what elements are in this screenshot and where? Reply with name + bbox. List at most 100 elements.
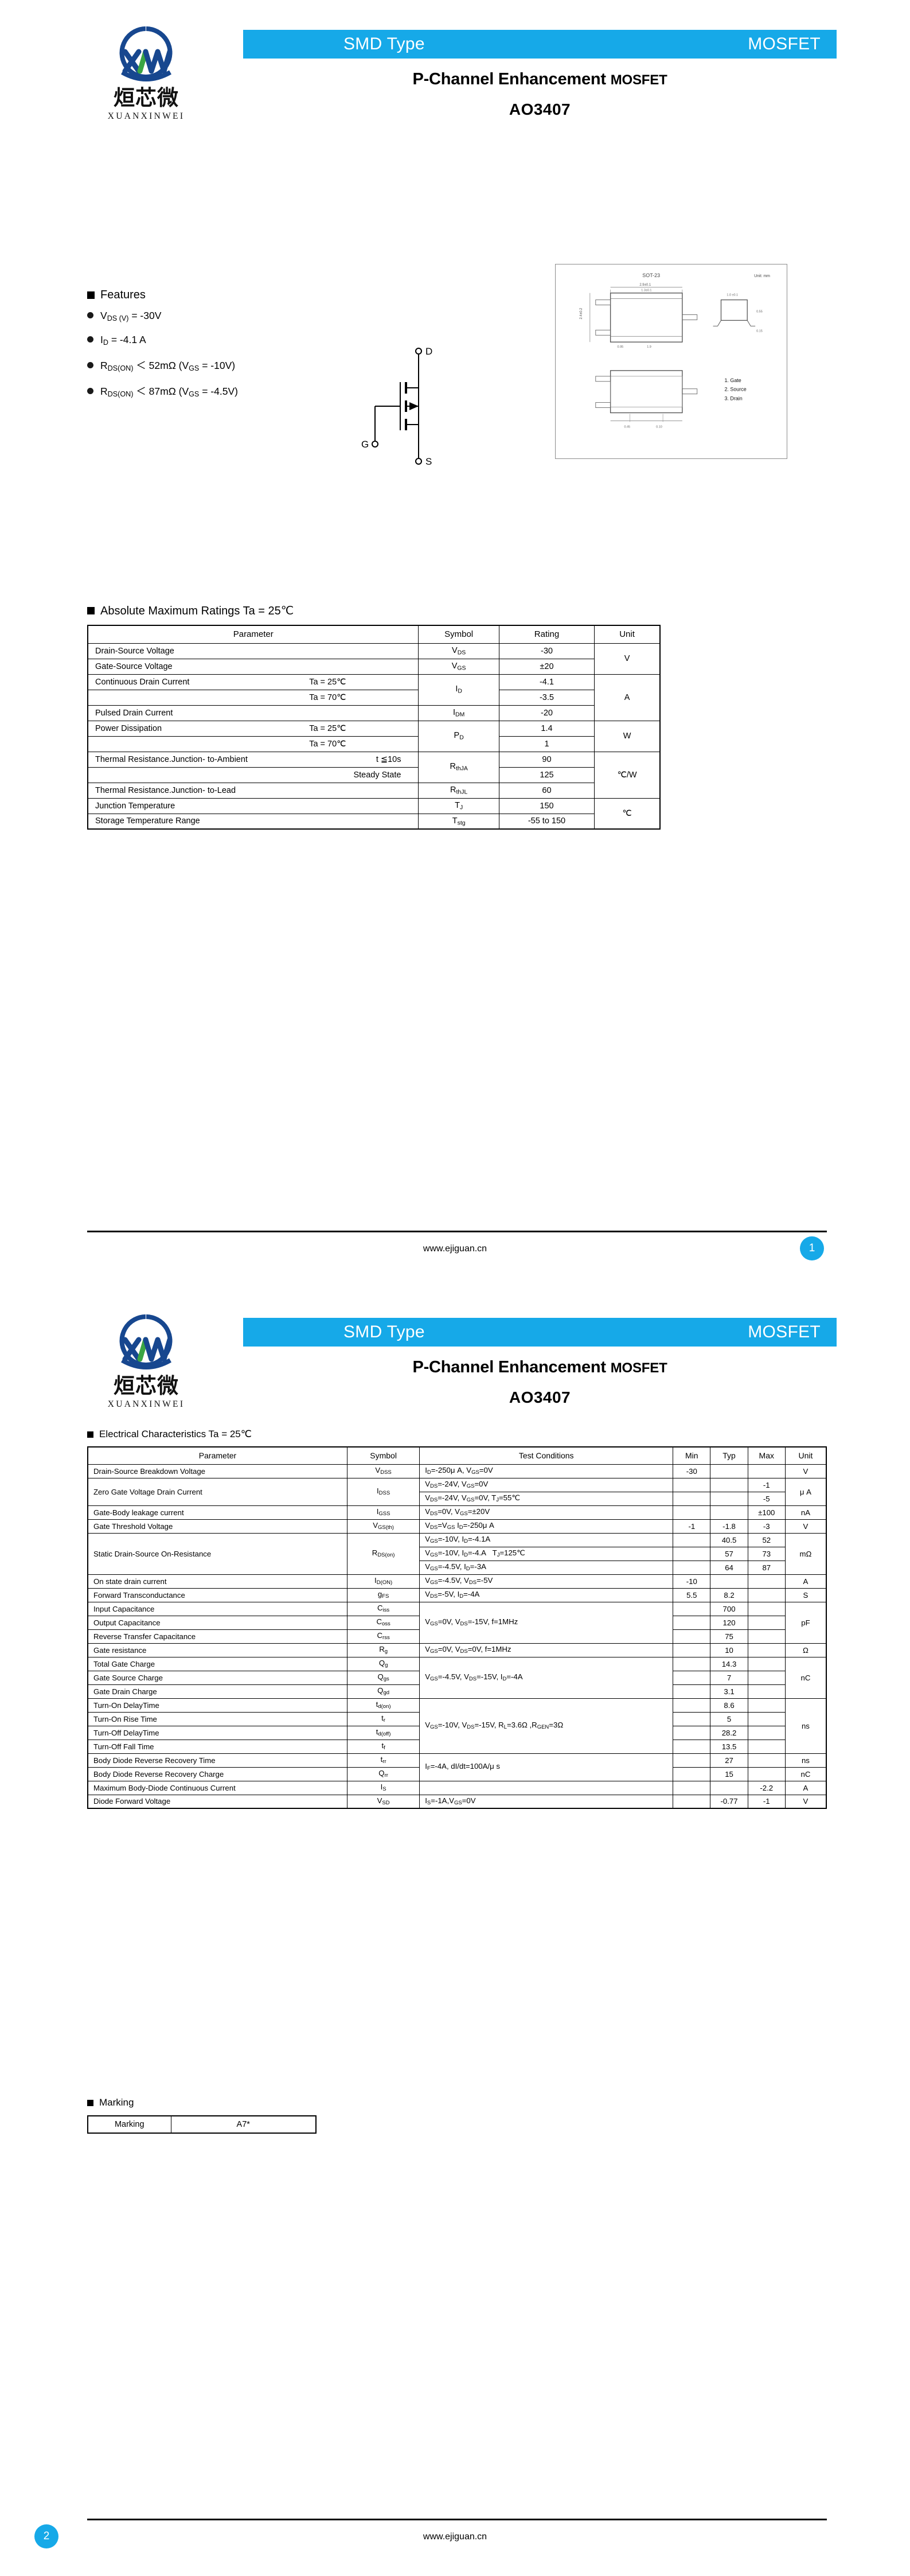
table-row: Power Dissipation Ta = 25℃ PD 1.4 W <box>87 720 661 752</box>
cell-max: -1 <box>747 1477 786 1492</box>
banner-left-label: SMD Type <box>343 34 425 53</box>
cell-max <box>747 1753 786 1768</box>
footer-url[interactable]: www.ejiguan.cn <box>423 2532 487 2542</box>
table-row: On state drain current ID(ON) VGS=-4.5V,… <box>87 1574 827 1589</box>
list-item: RDS(ON) ＜ 87mΩ (VGS = -4.5V) <box>87 384 408 398</box>
cell-symbol: Qgs <box>346 1670 420 1685</box>
cell-min <box>673 1477 711 1492</box>
cell-max: -2.2 <box>747 1780 786 1795</box>
absolute-maximum-ratings-section: Absolute Maximum Ratings Ta = 25℃ Parame… <box>87 604 661 830</box>
cell-typ: 14.3 <box>710 1656 748 1671</box>
cell-unit: ns <box>784 1753 827 1768</box>
table-row: Gate Threshold Voltage VGS(th) VDS=VGS I… <box>87 1519 827 1534</box>
company-name-en: XUANXINWEI <box>107 1399 185 1409</box>
cell-marking-value: A7* <box>170 2115 317 2134</box>
table-row: Diode Forward Voltage VSD IS=-1A,VGS=0V … <box>87 1794 827 1809</box>
pin-label-2: 2. Source <box>724 387 746 392</box>
footer-rule <box>87 2519 827 2520</box>
cell-condition: VGS=0V, VDS=-15V, f=1MHz <box>419 1601 674 1644</box>
cell-parameter: Steady State <box>87 766 419 783</box>
electrical-characteristics-section: Electrical Characteristics Ta = 25℃ Para… <box>87 1429 827 1809</box>
cell-symbol: Qg <box>346 1656 420 1671</box>
cell-unit: V <box>784 1519 827 1534</box>
cell-symbol: IDM <box>418 705 499 721</box>
subtitle-main: P-Channel Enhancement <box>412 70 611 88</box>
cell-max <box>747 1766 786 1781</box>
cell-parameter: Turn-Off DelayTime <box>87 1725 347 1740</box>
cell-parameter: Gate resistance <box>87 1643 347 1657</box>
cell-min <box>673 1560 711 1575</box>
cell-condition: VGS=-10V, VDS=-15V, RL=3.6Ω ,RGEN=3Ω <box>419 1698 674 1754</box>
source-terminal-icon <box>415 458 422 465</box>
cell-min: -10 <box>673 1574 711 1589</box>
marking-section: Marking Marking A7* <box>87 2097 328 2134</box>
table-row: Turn-Off DelayTime td(off) 28.2 <box>87 1725 826 1740</box>
bullet-square-icon <box>87 291 95 299</box>
cell-typ <box>710 1491 748 1506</box>
cell-symbol: VGS <box>418 658 499 675</box>
banner-right-label: MOSFET <box>748 34 821 53</box>
cell-max: -1 <box>747 1794 786 1809</box>
package-title-label: SOT-23 <box>642 273 660 278</box>
cell-max: ±100 <box>747 1505 786 1520</box>
cell-symbol: IGSS <box>346 1505 420 1520</box>
cell-unit: V <box>784 1794 827 1809</box>
cell-max <box>747 1629 786 1644</box>
package-outline-drawing: SOT-23 Unit: mm 2.9±0.1 1.3±0.1 2.4±0.2 … <box>555 264 787 459</box>
feature-text: VDS (V) = -30V <box>100 310 162 322</box>
bullet-dot-icon <box>87 336 93 343</box>
amr-heading-label: Absolute Maximum Ratings Ta = 25℃ <box>100 605 294 617</box>
cell-unit: nA <box>784 1505 827 1520</box>
cell-typ: 64 <box>710 1560 748 1575</box>
table-row: VDS=-24V, VGS=0V, TJ=55℃ -5 <box>88 1491 826 1506</box>
cell-typ <box>710 1464 748 1478</box>
type-banner: SMD Type MOSFET <box>243 1318 837 1347</box>
cell-symbol: IS <box>346 1780 420 1795</box>
cell-typ <box>710 1477 748 1492</box>
table-row: Continuous Drain Current Ta = 25℃ ID -4.1… <box>87 674 661 721</box>
subtitle-small: MOSFET <box>610 1360 667 1376</box>
bullet-square-icon <box>87 1431 93 1438</box>
table-row: Input Capacitance Ciss VGS=0V, VDS=-15V,… <box>87 1601 827 1644</box>
cell-marking-label: Marking <box>87 2115 171 2134</box>
cell-condition: VGS=-10V, ID=-4.A TJ=125℃ <box>419 1546 674 1561</box>
svg-text:0.15: 0.15 <box>756 329 763 333</box>
cell-parameter: Continuous Drain Current Ta = 25℃ <box>87 674 419 690</box>
table-row: Drain-Source Voltage VDS -30 V <box>87 643 661 675</box>
table-row: Body Diode Reverse Recovery Time trr IF=… <box>87 1753 827 1781</box>
cell-typ: 700 <box>710 1601 748 1616</box>
cell-parameter: Ta = 70℃ <box>87 736 419 752</box>
cell-typ <box>710 1574 748 1589</box>
cell-rating: ±20 <box>498 658 595 675</box>
cell-unit: V <box>594 643 661 675</box>
cell-unit: A <box>784 1574 827 1589</box>
cell-unit: mΩ <box>784 1532 827 1575</box>
svg-text:G: G <box>361 439 369 450</box>
cell-symbol: Rg <box>346 1643 420 1657</box>
cell-condition: VDS=-24V, VGS=0V <box>419 1477 674 1492</box>
cell-parameter: Thermal Resistance.Junction- to-Lead <box>87 782 419 799</box>
cell-parameter: Gate-Body leakage current <box>87 1505 347 1520</box>
cell-condition: VGS=-4.5V, VDS=-5V <box>419 1574 674 1589</box>
table-row: Ta = 70℃ 1 <box>87 736 660 752</box>
cell-typ <box>710 1780 748 1795</box>
cell-symbol: RthJL <box>418 782 499 799</box>
footer-url[interactable]: www.ejiguan.cn <box>423 1244 487 1254</box>
marking-heading-label: Marking <box>99 2097 134 2108</box>
cell-min: -30 <box>673 1464 711 1478</box>
col-max: Max <box>747 1446 786 1465</box>
cell-max <box>747 1684 786 1699</box>
cell-condition: VGS=0V, VDS=0V, f=1MHz <box>419 1643 674 1657</box>
cell-condition: VGS=-10V, ID=-4.1A <box>419 1532 674 1547</box>
svg-text:S: S <box>425 456 432 467</box>
svg-text:2.9±0.1: 2.9±0.1 <box>639 283 651 287</box>
table-row: Maximum Body-Diode Continuous Current IS… <box>87 1780 827 1795</box>
page-number-badge: 2 <box>34 2524 58 2548</box>
cell-min <box>673 1711 711 1726</box>
svg-text:0.95: 0.95 <box>618 345 624 349</box>
page-number-badge: 1 <box>800 1236 824 1260</box>
col-typ: Typ <box>710 1446 748 1465</box>
cell-parameter: Body Diode Reverse Recovery Time <box>87 1753 347 1768</box>
table-row: Thermal Resistance.Junction- to-Lead Rth… <box>87 782 660 799</box>
table-row: Output Capacitance Coss 120 <box>87 1615 826 1630</box>
